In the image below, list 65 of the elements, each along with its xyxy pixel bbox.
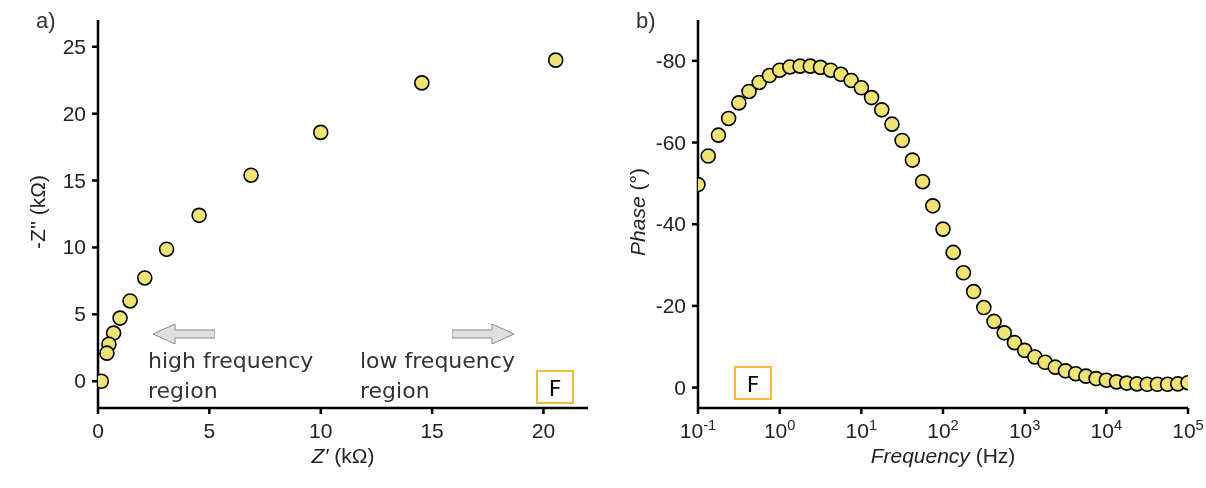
x-tick-label: 10$^{0}$ bbox=[763, 417, 796, 442]
point bbox=[873, 102, 890, 118]
x-tick-label: 15 bbox=[420, 419, 444, 442]
y-axis-title: Phase (°) bbox=[626, 168, 649, 256]
point bbox=[1006, 334, 1023, 351]
x-tick-label: 10 bbox=[309, 419, 333, 442]
x-axis-title: Frequency (Hz) bbox=[870, 444, 1016, 467]
x-tick-label: 10$^{4}$ bbox=[1090, 417, 1123, 442]
annotation: F bbox=[734, 366, 772, 400]
point bbox=[945, 244, 962, 261]
point bbox=[955, 265, 972, 281]
point bbox=[243, 167, 259, 183]
point bbox=[312, 124, 329, 141]
x-tick-label: 5 bbox=[203, 419, 216, 442]
point bbox=[547, 52, 564, 68]
point bbox=[731, 95, 747, 111]
y-axis-title: -Z'' (kΩ) bbox=[26, 175, 49, 249]
y-tick-label: -40 bbox=[655, 212, 686, 236]
point bbox=[122, 293, 138, 309]
point bbox=[976, 299, 992, 316]
y-tick-label: -60 bbox=[655, 130, 686, 154]
annotation: F bbox=[536, 370, 574, 404]
point bbox=[986, 313, 1002, 330]
y-tick-label: 0 bbox=[674, 375, 686, 399]
point bbox=[720, 110, 737, 127]
point bbox=[894, 132, 910, 149]
point bbox=[136, 270, 153, 286]
chart-title: a) bbox=[36, 8, 56, 34]
point bbox=[996, 325, 1013, 341]
point bbox=[914, 173, 931, 190]
point bbox=[843, 72, 859, 89]
x-tick-label: 10$^{3}$ bbox=[1008, 417, 1041, 442]
x-tick-label: 10$^{5}$ bbox=[1172, 417, 1204, 442]
point bbox=[853, 80, 870, 96]
x-tick-label: 10$^{1}$ bbox=[845, 417, 878, 442]
y-tick-label: -80 bbox=[655, 48, 686, 72]
x-axis-title: Z′ (kΩ) bbox=[311, 444, 375, 467]
point bbox=[863, 89, 880, 106]
point bbox=[884, 116, 900, 132]
point bbox=[965, 283, 982, 300]
y-tick-label: 10 bbox=[62, 235, 86, 259]
x-tick-label: 10$^{2}$ bbox=[927, 417, 959, 442]
point bbox=[112, 310, 128, 326]
point bbox=[191, 207, 207, 224]
y-tick-label: 5 bbox=[74, 302, 86, 326]
y-tick-label: 25 bbox=[62, 34, 86, 58]
point bbox=[924, 198, 941, 214]
x-tick-label: 0 bbox=[92, 419, 104, 442]
y-tick-label: -20 bbox=[655, 293, 686, 317]
point bbox=[99, 345, 115, 361]
point bbox=[904, 152, 921, 168]
point bbox=[700, 148, 717, 164]
y-tick-label: 15 bbox=[62, 168, 86, 192]
y-tick-label: 0 bbox=[74, 369, 86, 393]
point bbox=[935, 221, 951, 237]
point bbox=[414, 75, 430, 91]
point bbox=[741, 83, 757, 100]
x-tick-label: 20 bbox=[531, 419, 556, 442]
y-tick-label: 20 bbox=[62, 101, 86, 125]
chart-title: b) bbox=[636, 8, 656, 34]
annotation: low frequency region bbox=[360, 347, 516, 405]
point bbox=[158, 241, 175, 257]
annotation: high frequency region bbox=[148, 347, 315, 405]
point bbox=[710, 127, 727, 143]
x-tick-label: 10$^{-1}$ bbox=[679, 417, 717, 442]
